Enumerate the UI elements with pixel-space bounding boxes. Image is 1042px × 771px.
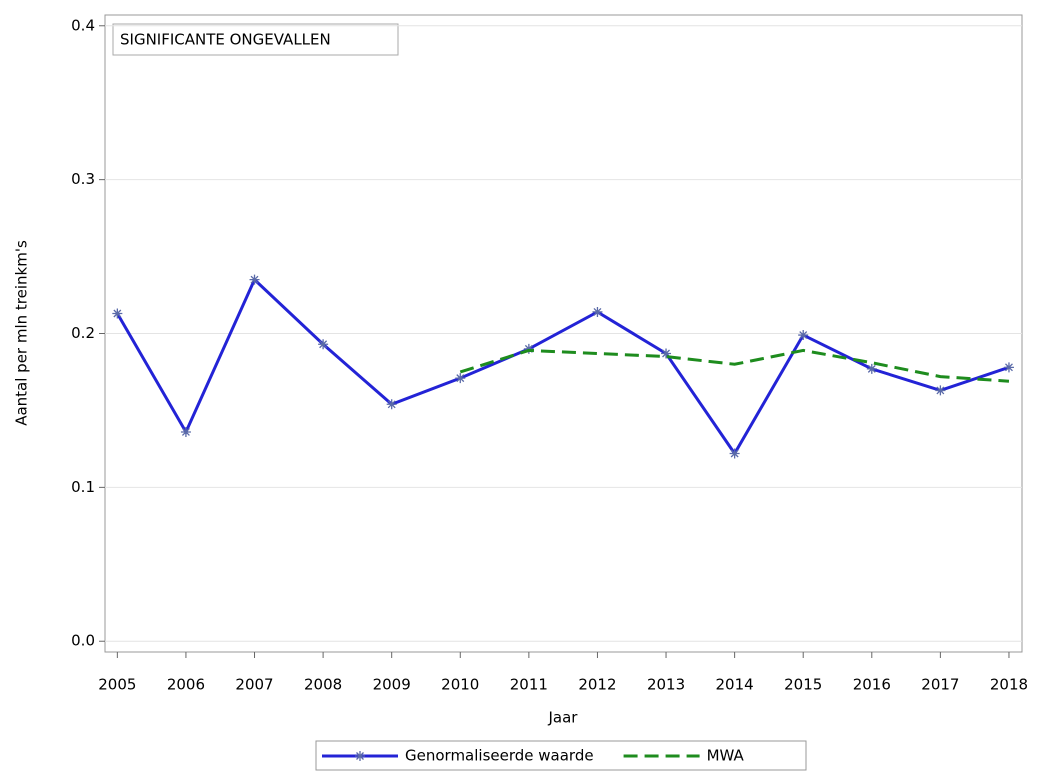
marker: [523, 343, 534, 354]
x-tick-label: 2017: [921, 676, 959, 694]
marker: [180, 426, 191, 437]
x-tick-label: 2014: [716, 676, 754, 694]
series-line: [459, 348, 1010, 383]
legend-label: MWA: [707, 747, 745, 765]
marker: [112, 308, 123, 319]
annotation: SIGNIFICANTE ONGEVALLEN: [120, 31, 331, 49]
x-tick-label: 2010: [441, 676, 479, 694]
x-tick-label: 2005: [98, 676, 136, 694]
marker: [386, 399, 397, 410]
series-line: [116, 277, 1010, 457]
x-tick-label: 2013: [647, 676, 685, 694]
marker: [249, 274, 260, 285]
marker: [318, 339, 329, 350]
x-tick-label: 2008: [304, 676, 342, 694]
y-tick-label: 0.2: [71, 324, 95, 342]
marker: [661, 348, 672, 359]
x-tick-label: 2007: [235, 676, 273, 694]
x-tick-label: 2012: [578, 676, 616, 694]
x-axis-label: Jaar: [548, 709, 579, 727]
y-tick-label: 0.1: [71, 478, 95, 496]
legend-marker: [355, 751, 365, 761]
x-tick-label: 2018: [990, 676, 1028, 694]
x-tick-label: 2016: [853, 676, 891, 694]
y-tick-label: 0.4: [71, 16, 95, 34]
y-tick-label: 0.0: [71, 632, 95, 650]
marker: [935, 385, 946, 396]
marker: [592, 306, 603, 317]
y-axis-label: Aantal per mln treinkm's: [13, 240, 31, 426]
y-tick-label: 0.3: [71, 170, 95, 188]
marker: [866, 363, 877, 374]
marker: [1003, 362, 1014, 373]
legend-label: Genormaliseerde waarde: [405, 747, 594, 765]
marker: [455, 373, 466, 384]
x-tick-label: 2006: [167, 676, 205, 694]
x-tick-label: 2009: [373, 676, 411, 694]
x-tick-label: 2015: [784, 676, 822, 694]
marker: [729, 448, 740, 459]
marker: [798, 330, 809, 341]
x-tick-label: 2011: [510, 676, 548, 694]
annotation-box: [112, 23, 399, 56]
